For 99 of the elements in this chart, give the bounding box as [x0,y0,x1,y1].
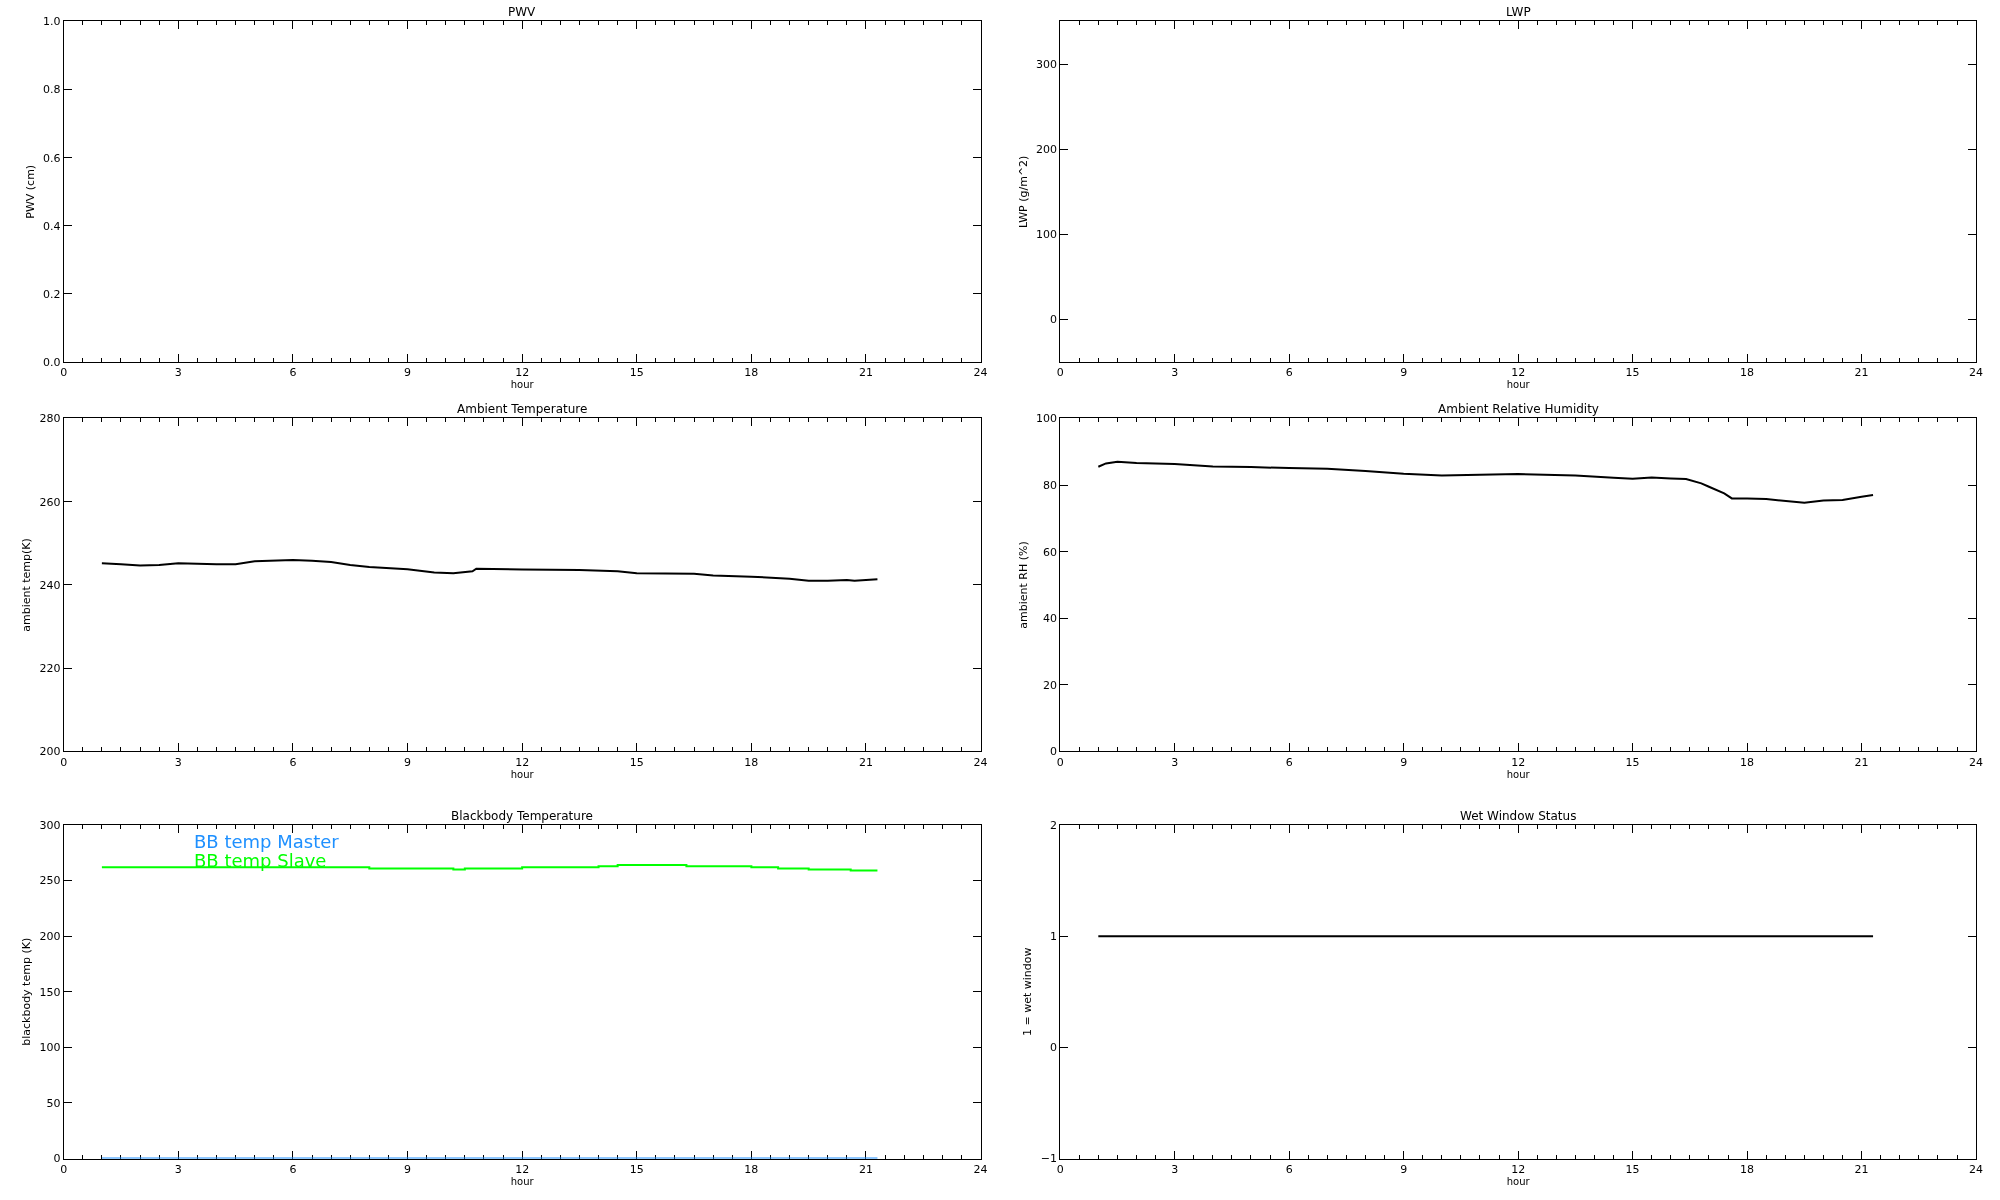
x-tick-label: 15 [629,366,644,380]
x-tick-label: 18 [744,366,759,380]
x-axis-title: hour [1506,768,1531,780]
x-tick-label: 18 [744,1162,759,1176]
chart-title: Ambient Relative Humidity [1438,402,1599,416]
y-tick-label: 220 [39,662,61,676]
x-tick-label: 12 [515,366,530,380]
y-tick-label: 2 [1049,818,1057,832]
y-tick-label: 0.6 [42,151,61,165]
x-tick-label: 21 [1854,366,1869,380]
y-tick-label: 0 [1049,745,1057,759]
y-tick-label: 300 [1035,57,1057,71]
x-tick-label: 6 [289,755,297,769]
y-axis-title: ambient RH (%) [1016,541,1030,629]
x-tick-label: 6 [1285,366,1293,380]
y-axis-title: blackbody temp (K) [20,937,34,1046]
x-tick-label: 9 [1400,755,1408,769]
x-tick-label: 24 [973,366,988,380]
x-tick-label: 15 [1625,366,1640,380]
x-tick-label: 3 [1171,755,1179,769]
x-tick-label: 18 [1740,366,1755,380]
x-tick-label: 21 [858,755,873,769]
x-tick-label: 3 [1171,366,1179,380]
x-tick-label: 3 [174,755,182,769]
x-tick-label: 18 [1740,1162,1755,1176]
x-tick-label: 21 [858,366,873,380]
y-axis-title: 1 = wet window [1021,947,1035,1037]
y-tick-label: 200 [1035,143,1057,157]
x-tick-label: 9 [404,1162,412,1176]
y-tick-label: 80 [1042,478,1057,492]
y-tick-label: 1.0 [42,15,61,29]
y-tick-label: 100 [39,1041,61,1055]
y-axis-title: ambient temp(K) [20,538,34,632]
x-tick-label: 9 [404,366,412,380]
y-tick-label: 0 [53,1152,61,1166]
x-tick-label: 3 [1171,1162,1179,1176]
x-tick-label: 6 [1285,1162,1293,1176]
x-tick-label: 12 [515,1162,530,1176]
x-tick-label: 24 [973,755,988,769]
y-tick-label: 1 [1049,930,1057,944]
x-tick-label: 18 [744,755,759,769]
x-tick-label: 15 [629,1162,644,1176]
y-axis-title: LWP (g/m^2) [1016,155,1030,228]
x-tick-label: 6 [289,1162,297,1176]
y-tick-label: 250 [39,874,61,888]
x-tick-label: 15 [1625,1162,1640,1176]
x-axis-title: hour [510,379,535,391]
y-tick-label: 200 [39,930,61,944]
x-tick-label: 9 [1400,366,1408,380]
chart-title: Blackbody Temperature [451,809,593,823]
y-tick-label: 40 [1042,612,1057,626]
x-tick-label: 6 [1285,755,1293,769]
x-tick-label: 24 [1969,366,1984,380]
x-tick-label: 24 [1969,755,1984,769]
x-tick-label: 15 [629,755,644,769]
x-tick-label: 9 [1400,1162,1408,1176]
y-axis-title: PWV (cm) [23,164,37,219]
y-tick-label: 0.8 [42,83,61,97]
chart-title: Wet Window Status [1460,809,1577,823]
x-tick-label: 21 [1854,755,1869,769]
x-tick-label: 3 [174,1162,182,1176]
y-tick-label: 150 [39,985,61,999]
y-tick-label: 60 [1042,545,1057,559]
x-tick-label: 15 [1625,755,1640,769]
x-tick-label: 12 [1511,1162,1526,1176]
y-tick-label: 100 [1035,228,1057,242]
chart-title: Ambient Temperature [457,402,588,416]
y-tick-label: 260 [39,495,61,509]
x-tick-label: 9 [404,755,412,769]
x-tick-label: 3 [174,366,182,380]
chart-title: LWP [1506,5,1531,19]
x-tick-label: 24 [973,1162,988,1176]
y-tick-label: 280 [39,412,61,426]
x-axis-title: hour [510,1175,535,1187]
y-tick-label: 0 [1049,313,1057,327]
x-axis-title: hour [510,768,535,780]
y-tick-label: 0 [1049,1041,1057,1055]
x-tick-label: 21 [858,1162,873,1176]
y-tick-label: 240 [39,578,61,592]
y-tick-label: 0.2 [42,287,61,301]
x-tick-label: 21 [1854,1162,1869,1176]
x-tick-label: 12 [1511,366,1526,380]
x-tick-label: 12 [515,755,530,769]
y-tick-label: 20 [1042,678,1057,692]
x-tick-label: 24 [1969,1162,1984,1176]
y-tick-label: 200 [39,745,61,759]
y-tick-label: −1 [1040,1152,1057,1166]
chart-title: PWV [508,5,537,19]
text: BB temp Master [194,831,340,852]
y-tick-label: 300 [39,818,61,832]
x-axis-title: hour [1506,1175,1531,1187]
x-axis-title: hour [1506,379,1531,391]
y-tick-label: 0.4 [42,219,61,233]
x-tick-label: 18 [1740,755,1755,769]
x-tick-label: 12 [1511,755,1526,769]
y-tick-label: 50 [46,1096,61,1110]
x-tick-label: 6 [289,366,297,380]
y-tick-label: 100 [1035,412,1057,426]
y-tick-label: 0.0 [42,355,61,369]
